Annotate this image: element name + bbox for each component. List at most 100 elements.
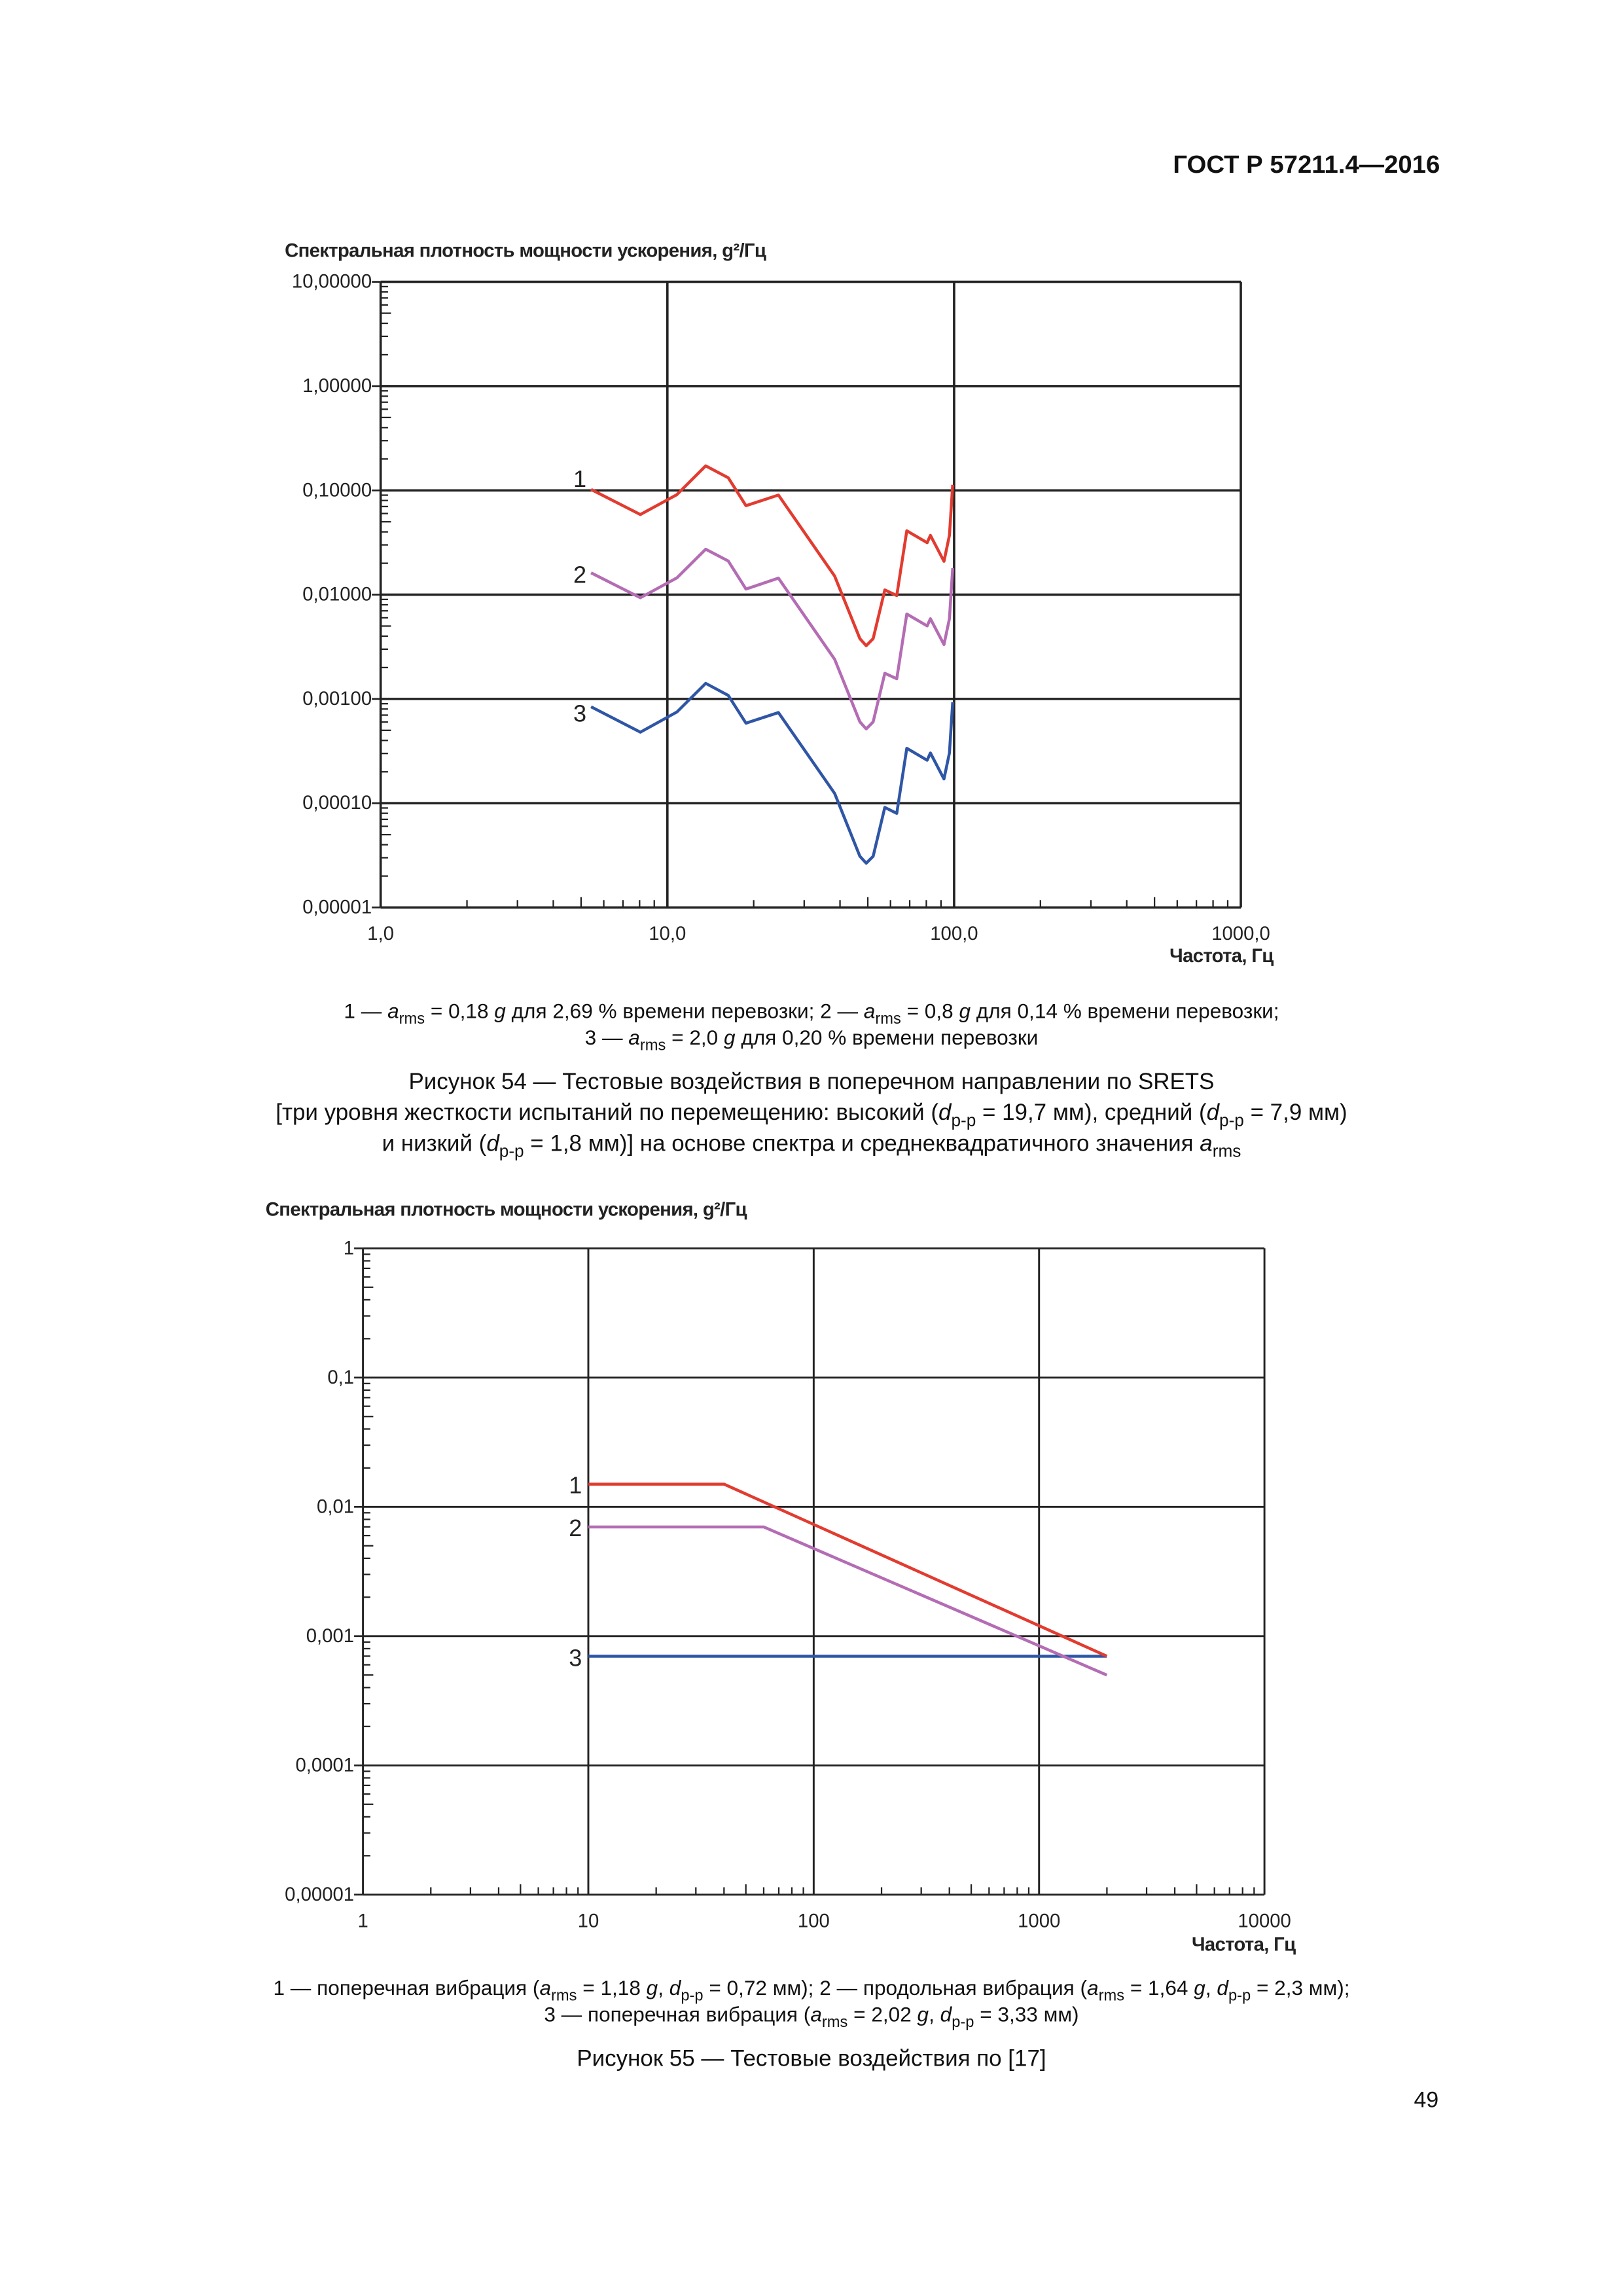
- caption-segment: a: [810, 2002, 822, 2026]
- x-tick-label: 10,0: [649, 923, 686, 944]
- fig55-legend-line1: 1 — поперечная вибрация (arms = 1,18 g, …: [0, 1975, 1623, 2004]
- y-tick-label: 0,01000: [302, 584, 372, 605]
- caption-segment: rms: [639, 1037, 666, 1055]
- caption-segment: p-p: [1228, 1987, 1251, 2005]
- caption-segment: и низкий (: [382, 1132, 487, 1157]
- chart1-title-text: Спектральная плотность мощности ускорени…: [285, 239, 766, 262]
- caption-segment: a: [539, 1975, 552, 2000]
- x-tick-label: 1000,0: [1211, 923, 1270, 944]
- caption-segment: d: [1217, 1975, 1228, 2000]
- y-tick-label: 0,00100: [302, 688, 372, 709]
- y-tick-label: 0,00010: [302, 792, 372, 814]
- caption-segment: p-p: [952, 2013, 974, 2032]
- caption-segment: d: [1206, 1100, 1220, 1126]
- chart1: 1,0 10,0 100,0 1000,0 0,00001 0,00010 0,00100 0…: [292, 271, 1270, 944]
- caption-segment: = 0,72 мм); 2 — продольная вибрация (: [703, 1975, 1088, 2000]
- caption-segment: rms: [399, 1010, 425, 1028]
- caption-segment: ,: [1205, 1975, 1217, 2000]
- caption-segment: p-p: [499, 1142, 524, 1162]
- y-tick-label: 0,00001: [285, 1884, 354, 1905]
- fig54-legend-line2: 3 — arms = 2,0 g для 0,20 % времени пере…: [0, 1024, 1623, 1055]
- caption-segment: rms: [1098, 1987, 1125, 2005]
- caption-segment: rms: [821, 2013, 848, 2032]
- caption-segment: rms: [1212, 1142, 1241, 1162]
- y-tick-label: 1: [344, 1237, 354, 1259]
- series-line-1: [590, 681, 954, 865]
- series-line-2: [590, 547, 954, 730]
- caption-segment: для 0,20 % времени перевозки: [735, 1025, 1039, 1049]
- caption-segment: = 1,8 мм)] на основе спектра и среднеква…: [524, 1132, 1200, 1157]
- chart1-y-axis-title: Спектральная плотность мощности ускорени…: [285, 239, 766, 261]
- caption-segment: = 19,7 мм), средний (: [976, 1100, 1207, 1126]
- document-header: ГОСТ Р 57211.4—2016: [1173, 150, 1440, 179]
- caption-segment: p-p: [681, 1987, 704, 2005]
- caption-segment: rms: [551, 1987, 577, 2005]
- x-tick-label: 100: [798, 1910, 830, 1931]
- y-tick-label: 0,01: [317, 1496, 354, 1517]
- fig54-legend-line1: 1 — arms = 0,18 g для 2,69 % времени пер…: [0, 997, 1623, 1027]
- caption-segment: = 1,64: [1124, 1975, 1194, 2000]
- caption-segment: d: [486, 1132, 499, 1157]
- series-label-3: 3: [569, 1644, 582, 1671]
- chart2-y-axis-title: Спектральная плотность мощности ускорени…: [266, 1198, 747, 1221]
- caption-segment: ,: [929, 2002, 940, 2026]
- fig55-legend-line2: 3 — поперечная вибрация (arms = 2,02 g, …: [0, 2001, 1623, 2030]
- caption-segment: g: [646, 1975, 658, 2000]
- x-tick-label: 1000: [1018, 1910, 1060, 1931]
- caption-segment: a: [863, 999, 876, 1023]
- caption-segment: 3 — поперечная вибрация (: [544, 2002, 811, 2026]
- caption-segment: ,: [658, 1975, 669, 2000]
- caption-segment: = 2,02: [847, 2002, 918, 2026]
- x-tick-label: 1,0: [367, 923, 394, 944]
- fig55-caption-line1: Рисунок 55 — Тестовые воздействия по [17…: [0, 2043, 1623, 2074]
- caption-segment: 1 —: [344, 999, 388, 1023]
- caption-segment: 3 —: [584, 1025, 629, 1049]
- caption-segment: d: [669, 1975, 681, 2000]
- caption-segment: a: [628, 1025, 640, 1049]
- chart2-title-text: Спектральная плотность мощности ускорени…: [265, 1198, 747, 1221]
- y-tick-label: 10,00000: [292, 271, 372, 293]
- y-tick-label: 1,00000: [302, 375, 372, 397]
- caption-segment: Рисунок 55 — Тестовые воздействия по [17…: [577, 2046, 1046, 2072]
- y-tick-label: 0,001: [306, 1625, 354, 1647]
- caption-segment: p-p: [1219, 1111, 1244, 1131]
- x-tick-label: 100,0: [930, 923, 978, 944]
- series-label-2: 2: [569, 1515, 582, 1541]
- fig54-caption-line1: Рисунок 54 — Тестовые воздействия в попе…: [0, 1067, 1623, 1098]
- fig54-caption-line2: [три уровня жесткости испытаний по перем…: [0, 1098, 1623, 1131]
- y-tick-label: 0,10000: [302, 479, 372, 501]
- caption-segment: rms: [875, 1010, 901, 1028]
- x-tick-label: 1: [357, 1910, 368, 1931]
- chart2: 1 10 100 1000 10000 0,00001 0,0001 0,001 0,01 0,1…: [285, 1237, 1291, 1931]
- caption-segment: = 2,3 мм);: [1251, 1975, 1350, 2000]
- caption-segment: 1 — поперечная вибрация (: [273, 1975, 540, 2000]
- caption-segment: = 1,18: [577, 1975, 647, 2000]
- caption-segment: для 2,69 % времени перевозки; 2 —: [505, 999, 864, 1023]
- caption-segment: g: [723, 1025, 736, 1049]
- series-label-1: 1: [569, 1472, 582, 1499]
- series-label-3: 3: [573, 700, 586, 726]
- caption-segment: g: [917, 2002, 929, 2026]
- caption-segment: [три уровня жесткости испытаний по перем…: [276, 1100, 939, 1126]
- caption-segment: a: [1200, 1132, 1213, 1157]
- caption-segment: = 2,0: [666, 1025, 724, 1049]
- fig54-caption-line3: и низкий (dp-p = 1,8 мм)] на основе спек…: [0, 1129, 1623, 1160]
- caption-segment: = 3,33 мм): [974, 2002, 1079, 2026]
- chart2-x-axis-title: Частота, Гц: [1191, 1933, 1296, 1956]
- caption-segment: d: [940, 2002, 952, 2026]
- y-tick-label: 0,00001: [302, 897, 372, 918]
- x-tick-label: 10: [578, 1910, 599, 1931]
- caption-segment: g: [494, 999, 506, 1023]
- caption-segment: = 0,18: [425, 999, 495, 1023]
- series-line-3: [590, 464, 954, 647]
- caption-segment: Рисунок 54 — Тестовые воздействия в попе…: [408, 1069, 1215, 1095]
- caption-segment: g: [1194, 1975, 1205, 2000]
- series-label-1: 1: [573, 465, 586, 492]
- series-line-2: [588, 1525, 1108, 1677]
- caption-segment: d: [938, 1100, 952, 1126]
- series-line-3: [588, 1482, 1108, 1658]
- caption-segment: для 0,14 % времени перевозки;: [971, 999, 1279, 1023]
- y-tick-label: 0,1: [327, 1367, 354, 1388]
- x-tick-label: 10000: [1238, 1910, 1291, 1931]
